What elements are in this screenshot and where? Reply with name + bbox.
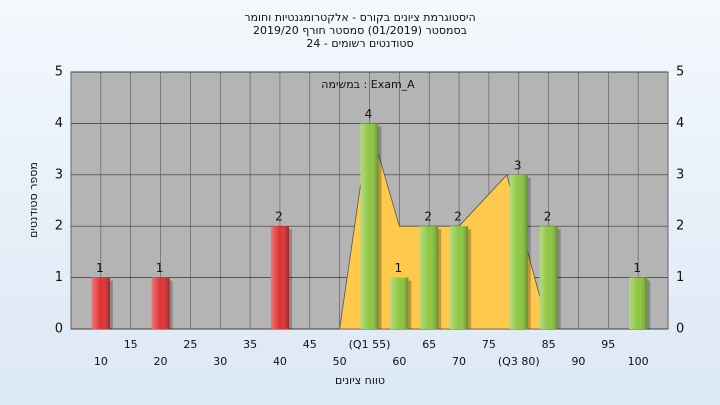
bar-shade: [420, 226, 439, 329]
bar-shade: [629, 277, 648, 329]
data-label: 1: [633, 261, 641, 275]
x-tick-label: 85: [542, 338, 556, 351]
y2-tick-label: 5: [676, 65, 684, 80]
y2-tick-label: 3: [676, 167, 684, 182]
x-tick-label: 50: [333, 355, 347, 368]
bar-shade: [360, 123, 379, 330]
x-tick-label: 25: [183, 338, 197, 351]
x-tick-label: (Q1 55): [349, 338, 391, 351]
bar-shade: [151, 277, 170, 329]
x-tick-label: (Q3 80): [498, 355, 540, 368]
x-tick-label: 95: [601, 338, 615, 351]
x-tick-label: 10: [94, 355, 108, 368]
bar-shade: [539, 226, 558, 329]
y-tick-label: 5: [55, 65, 63, 80]
x-tick-label: 75: [482, 338, 496, 351]
y2-tick-label: 2: [676, 219, 684, 234]
y2-tick-label: 0: [676, 322, 684, 337]
y-tick-label: 4: [55, 116, 63, 131]
y2-tick-label: 4: [676, 116, 684, 131]
bar-shade: [270, 226, 289, 329]
data-label: 3: [514, 158, 522, 172]
chart-title: היסטוגרמת ציונים בקורס - אלקטרומגנטיות ו…: [244, 11, 475, 24]
x-tick-label: 100: [628, 355, 649, 368]
x-tick-label: 20: [154, 355, 168, 368]
data-label: 2: [454, 210, 462, 224]
x-tick-label: 90: [571, 355, 585, 368]
x-tick-label: 35: [243, 338, 257, 351]
x-tick-label: 15: [124, 338, 138, 351]
bar-shade: [509, 174, 528, 329]
x-tick-label: 70: [452, 355, 466, 368]
y-tick-label: 2: [55, 219, 63, 234]
y-axis-label: מספר סטודנטים: [27, 162, 40, 238]
y2-tick-label: 1: [676, 270, 684, 285]
x-tick-label: 45: [303, 338, 317, 351]
annotation: במשימה : Exam_A: [321, 78, 415, 91]
bar-shade: [450, 226, 469, 329]
x-tick-label: 30: [213, 355, 227, 368]
x-axis-label: טווח ציונים: [335, 374, 385, 387]
bar-shade: [390, 277, 409, 329]
data-label: 1: [395, 261, 403, 275]
data-label: 1: [96, 261, 104, 275]
y-tick-label: 0: [55, 322, 63, 337]
bar-shade: [91, 277, 110, 329]
data-label: 2: [275, 210, 283, 224]
chart-subtitle: סטודנטים רשומים - 24: [306, 37, 413, 50]
x-tick-label: 40: [273, 355, 287, 368]
x-tick-label: 60: [392, 355, 406, 368]
data-label: 2: [424, 210, 432, 224]
y-tick-label: 1: [55, 270, 63, 285]
data-label: 2: [544, 210, 552, 224]
data-label: 1: [156, 261, 164, 275]
data-label: 4: [365, 107, 373, 121]
x-tick-label: 65: [422, 338, 436, 351]
y-tick-label: 3: [55, 167, 63, 182]
chart-subtitle: בסמסטר (01/2019) סמסטר חורף 2019/20: [253, 24, 467, 37]
